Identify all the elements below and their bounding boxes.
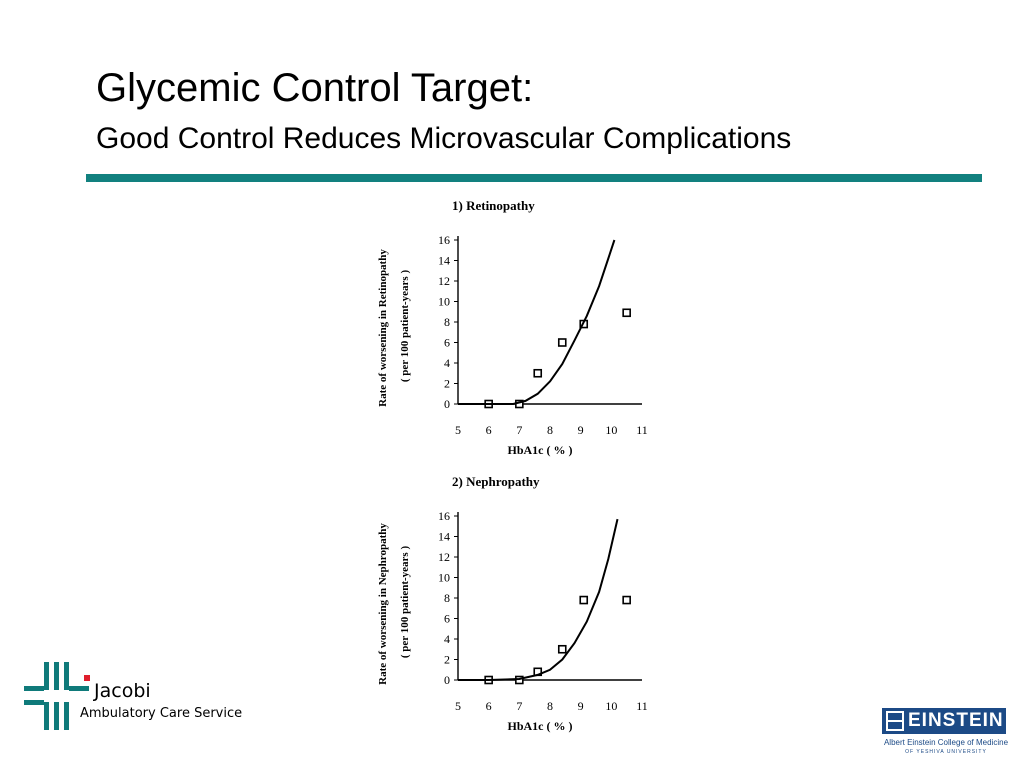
einstein-emblem-icon xyxy=(886,711,904,731)
x-tick-label: 5 xyxy=(455,423,461,437)
retinopathy-chart: 1) Retinopathy 0 2 4 6 8 10 12 14 16 5 6 7 8 9 10 11 HbA1… xyxy=(377,198,648,457)
jacobi-bar xyxy=(44,662,49,690)
y-tick-label: 14 xyxy=(438,254,450,268)
data-point xyxy=(622,308,631,318)
data-point xyxy=(557,644,567,654)
x-tick-label: 7 xyxy=(516,699,522,713)
x-axis-label: HbA1c ( % ) xyxy=(508,443,573,457)
jacobi-subtitle: Ambulatory Care Service xyxy=(80,706,243,721)
data-point xyxy=(622,595,631,605)
jacobi-bar xyxy=(64,702,69,730)
slide-title: Glycemic Control Target: xyxy=(96,66,534,110)
jacobi-bar xyxy=(54,662,59,690)
y-tick-label: 0 xyxy=(444,673,450,687)
jacobi-name: Jacobi xyxy=(94,680,151,702)
y-tick-label: 6 xyxy=(444,612,450,626)
fitted-curve xyxy=(458,239,616,405)
y-tick-label: 2 xyxy=(444,377,450,391)
einstein-logo: EINSTEIN Albert Einstein College of Medi… xyxy=(882,708,1010,760)
y-tick-label: 6 xyxy=(444,336,450,350)
jacobi-bar xyxy=(54,702,59,730)
x-tick-label: 10 xyxy=(605,699,617,713)
einstein-wordmark: EINSTEIN xyxy=(908,710,1004,731)
y-tick-label: 12 xyxy=(438,550,450,564)
x-tick-label: 7 xyxy=(516,423,522,437)
x-tick-label: 9 xyxy=(578,423,584,437)
fitted-curve xyxy=(458,518,619,681)
x-tick-label: 6 xyxy=(486,423,492,437)
x-tick-label: 5 xyxy=(455,699,461,713)
y-tick-label: 8 xyxy=(444,315,450,329)
jacobi-red-square xyxy=(84,675,90,681)
x-tick-label: 8 xyxy=(547,423,553,437)
chart-title: 2) Nephropathy xyxy=(452,474,540,489)
data-point xyxy=(533,368,543,378)
jacobi-bar xyxy=(44,702,49,730)
x-tick-label: 9 xyxy=(578,699,584,713)
x-tick-label: 11 xyxy=(636,423,648,437)
jacobi-bar xyxy=(24,700,44,705)
x-tick-label: 10 xyxy=(605,423,617,437)
jacobi-bar xyxy=(69,686,89,691)
slide-subtitle: Good Control Reduces Microvascular Compl… xyxy=(96,122,792,155)
x-tick-label: 6 xyxy=(486,699,492,713)
y-tick-label: 4 xyxy=(444,632,450,646)
jacobi-bar xyxy=(64,662,69,690)
y-tick-label: 2 xyxy=(444,653,450,667)
y-tick-label: 10 xyxy=(438,295,450,309)
nephropathy-chart: 2) Nephropathy 0 2 4 6 8 10 12 14 16 5 6 7 8 9 10 11 HbA1… xyxy=(377,474,648,733)
jacobi-logo-icon xyxy=(24,662,90,730)
y-tick-label: 14 xyxy=(438,530,450,544)
y-axis-label: Rate of worsening in Retinopathy xyxy=(377,249,389,407)
einstein-college-name: Albert Einstein College of Medicine xyxy=(883,738,1009,747)
y-tick-label: 16 xyxy=(438,233,450,247)
y-tick-label: 12 xyxy=(438,274,450,288)
y-tick-label: 8 xyxy=(444,591,450,605)
jacobi-bar xyxy=(24,686,44,691)
data-point xyxy=(579,595,589,605)
y-tick-label: 0 xyxy=(444,397,450,411)
x-tick-label: 8 xyxy=(547,699,553,713)
y-axis-label-units: ( per 100 patient-years ) xyxy=(399,546,411,659)
title-rule xyxy=(86,174,982,182)
x-axis-label: HbA1c ( % ) xyxy=(508,719,573,733)
y-axis-label: Rate of worsening in Nephropathy xyxy=(377,523,389,685)
y-axis-label-units: ( per 100 patient-years ) xyxy=(399,270,411,383)
y-tick-label: 16 xyxy=(438,509,450,523)
data-point xyxy=(557,338,567,347)
einstein-university-name: OF YESHIVA UNIVERSITY xyxy=(905,749,987,755)
y-tick-label: 10 xyxy=(438,571,450,585)
chart-title: 1) Retinopathy xyxy=(452,198,535,213)
y-tick-label: 4 xyxy=(444,356,450,370)
einstein-logo-box: EINSTEIN xyxy=(882,708,1006,734)
x-tick-label: 11 xyxy=(636,699,648,713)
